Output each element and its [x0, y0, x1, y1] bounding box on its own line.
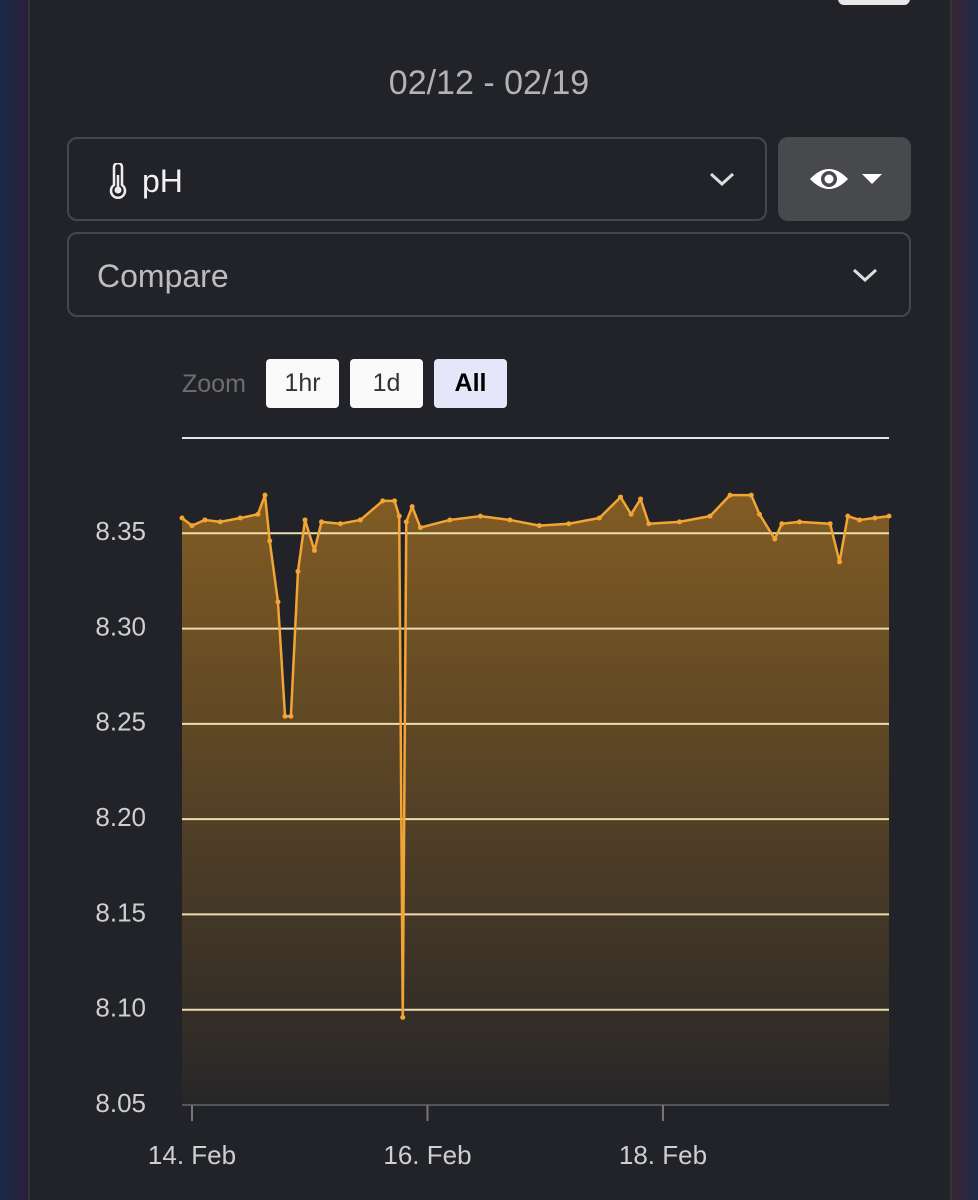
chevron	[852, 268, 878, 283]
zoom-button[interactable]: 1hr	[266, 359, 339, 408]
zoom-label: Zoom	[182, 370, 246, 398]
compare-select[interactable]: Compare	[67, 232, 911, 317]
eye-icon	[810, 169, 882, 189]
date-range: 02/12 - 02/19	[388, 64, 590, 102]
zoom-button[interactable]: All	[434, 359, 507, 408]
top-button[interactable]	[838, 0, 910, 5]
zoom-button[interactable]: 1d	[350, 359, 423, 408]
thermometer-icon	[109, 163, 127, 199]
visibility-button[interactable]	[778, 137, 911, 221]
metric-label: pH	[142, 163, 183, 199]
chevron	[709, 172, 735, 187]
compare-label: Compare	[97, 258, 229, 294]
metric-select[interactable]: pH	[67, 137, 767, 221]
